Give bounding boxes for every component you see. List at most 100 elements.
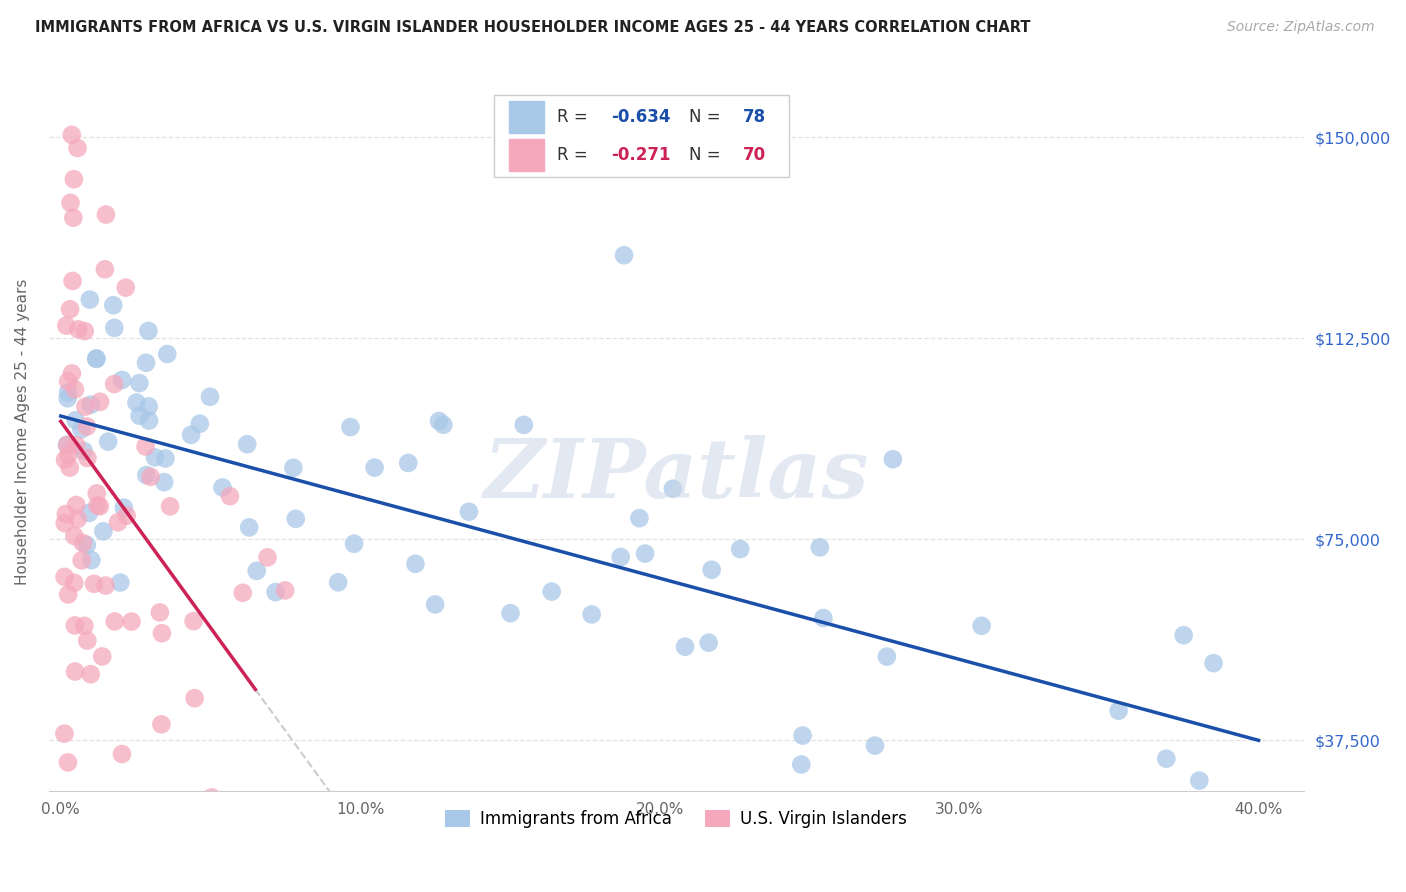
Point bbox=[581, 607, 603, 622]
Point bbox=[188, 417, 211, 431]
Point bbox=[882, 452, 904, 467]
Point bbox=[56, 438, 79, 452]
Point bbox=[80, 667, 103, 681]
Point bbox=[254, 795, 277, 809]
Point bbox=[155, 451, 177, 466]
Point bbox=[236, 437, 259, 451]
Text: 78: 78 bbox=[742, 108, 766, 126]
Point bbox=[94, 578, 117, 592]
Point bbox=[62, 274, 84, 288]
Point bbox=[76, 450, 98, 465]
Point bbox=[66, 141, 89, 155]
Point bbox=[60, 128, 83, 142]
Point bbox=[94, 208, 117, 222]
Point bbox=[111, 747, 134, 761]
Point bbox=[128, 409, 150, 423]
Point bbox=[125, 395, 148, 409]
Point bbox=[56, 391, 79, 405]
Point bbox=[792, 729, 814, 743]
Point bbox=[89, 500, 111, 514]
Point bbox=[103, 298, 125, 312]
Point bbox=[423, 598, 446, 612]
Point bbox=[56, 375, 79, 389]
Point bbox=[1202, 656, 1225, 670]
Point bbox=[396, 456, 419, 470]
Point bbox=[56, 438, 79, 452]
Point bbox=[121, 615, 143, 629]
Point bbox=[55, 507, 77, 521]
Point bbox=[198, 390, 221, 404]
Point bbox=[135, 356, 157, 370]
Point bbox=[363, 460, 385, 475]
Point bbox=[86, 486, 108, 500]
Point bbox=[284, 512, 307, 526]
Point bbox=[264, 585, 287, 599]
Point bbox=[56, 756, 79, 770]
Point bbox=[138, 400, 160, 414]
Point bbox=[232, 586, 254, 600]
Point bbox=[499, 606, 522, 620]
Point bbox=[150, 717, 173, 731]
Point bbox=[65, 498, 87, 512]
Point bbox=[75, 400, 97, 414]
Point bbox=[183, 691, 205, 706]
Point bbox=[339, 420, 361, 434]
Point bbox=[432, 417, 454, 432]
Point bbox=[114, 280, 136, 294]
Point bbox=[53, 570, 76, 584]
Point bbox=[62, 211, 84, 225]
Text: ZIPatlas: ZIPatlas bbox=[484, 435, 869, 516]
Point bbox=[86, 351, 108, 366]
FancyBboxPatch shape bbox=[509, 139, 544, 170]
Point bbox=[219, 489, 242, 503]
Point bbox=[79, 293, 101, 307]
Text: -0.271: -0.271 bbox=[610, 145, 671, 164]
Point bbox=[628, 511, 651, 525]
Point bbox=[662, 482, 685, 496]
Point bbox=[70, 422, 93, 436]
Point bbox=[63, 383, 86, 397]
Text: R =: R = bbox=[557, 108, 593, 126]
Point bbox=[673, 640, 696, 654]
Point bbox=[728, 542, 751, 557]
Point bbox=[1108, 704, 1130, 718]
Point bbox=[72, 536, 94, 550]
Point bbox=[103, 321, 125, 335]
Point bbox=[59, 302, 82, 317]
Point bbox=[94, 262, 117, 277]
Point bbox=[138, 324, 160, 338]
Point bbox=[256, 550, 278, 565]
Point bbox=[135, 440, 157, 454]
Point bbox=[328, 575, 350, 590]
Point bbox=[970, 619, 993, 633]
Point bbox=[97, 434, 120, 449]
Point bbox=[89, 394, 111, 409]
Point bbox=[76, 538, 98, 552]
Point bbox=[153, 475, 176, 489]
Point bbox=[634, 547, 657, 561]
Point bbox=[70, 553, 93, 567]
Point bbox=[60, 367, 83, 381]
Text: Source: ZipAtlas.com: Source: ZipAtlas.com bbox=[1227, 20, 1375, 34]
Point bbox=[77, 506, 100, 520]
Point bbox=[73, 619, 96, 633]
Point bbox=[540, 584, 562, 599]
Point bbox=[246, 564, 269, 578]
Point bbox=[156, 347, 179, 361]
Point bbox=[135, 468, 157, 483]
FancyBboxPatch shape bbox=[509, 101, 544, 133]
Point bbox=[128, 376, 150, 391]
Text: R =: R = bbox=[557, 145, 593, 164]
Point bbox=[73, 324, 96, 338]
Point bbox=[174, 827, 197, 841]
Point bbox=[790, 757, 813, 772]
Point bbox=[104, 615, 127, 629]
Point bbox=[274, 583, 297, 598]
Point bbox=[103, 377, 125, 392]
Point bbox=[150, 626, 173, 640]
Point bbox=[238, 520, 260, 534]
Point bbox=[56, 587, 79, 601]
Point bbox=[283, 460, 305, 475]
Point bbox=[159, 500, 181, 514]
Point bbox=[139, 470, 162, 484]
